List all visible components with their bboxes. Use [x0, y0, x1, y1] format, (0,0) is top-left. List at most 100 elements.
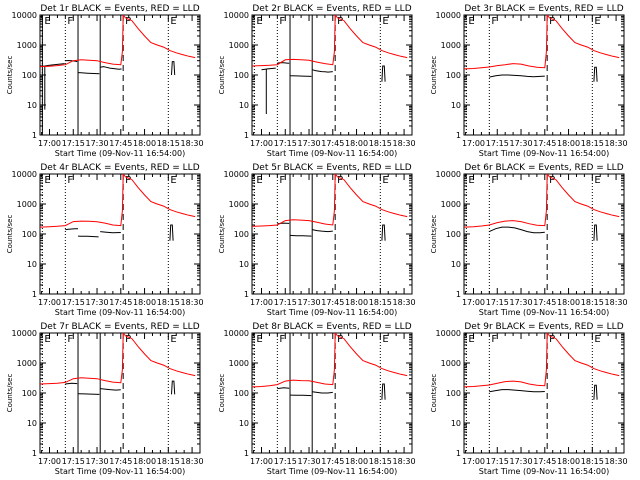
marker-label: P	[337, 16, 343, 27]
y-tick-label: 1	[244, 290, 249, 299]
panel-title: Det 2r BLACK = Events, RED = LLD	[252, 4, 411, 14]
x-tick-label: 18:00	[557, 139, 580, 148]
panel-title: Det 1r BLACK = Events, RED = LLD	[40, 4, 199, 14]
events-series-line	[65, 228, 78, 231]
detector-panel: Det 3r BLACK = Events, RED = LLD 1 10 100 10…	[430, 4, 628, 158]
marker-label: P	[549, 175, 555, 186]
detector-panel: Det 9r BLACK = Events, RED = LLD 1 10 100 10…	[430, 322, 628, 476]
x-tick-label: 17:15	[62, 298, 85, 307]
y-axis-label: Counts/sec	[6, 215, 14, 254]
events-series-line	[169, 224, 174, 241]
events-series-line	[100, 388, 121, 391]
y-tick-label: 10	[451, 101, 461, 110]
x-tick-label: 18:30	[393, 139, 416, 148]
x-axis-label: Start Time (09-Nov-11 16:54:00)	[267, 149, 397, 158]
y-tick-label: 10000	[436, 170, 461, 179]
events-series-line	[489, 226, 545, 234]
marker-label: E	[256, 16, 262, 27]
y-tick-label: 1	[456, 449, 461, 458]
x-tick-label: 18:15	[581, 298, 604, 307]
marker-label: F	[67, 16, 73, 27]
x-tick-label: 17:45	[533, 298, 556, 307]
x-tick-label: 18:15	[157, 298, 180, 307]
plot-frame	[463, 332, 625, 454]
y-tick-label: 10000	[224, 170, 249, 179]
lld-series-line	[252, 333, 408, 388]
x-axis-label: Start Time (09-Nov-11 16:54:00)	[55, 308, 185, 317]
y-tick-label: 1	[456, 131, 461, 140]
data-layer	[252, 174, 408, 241]
y-tick-label: 100	[22, 230, 37, 239]
x-tick-label: 17:15	[274, 298, 297, 307]
x-tick-label: 17:00	[462, 298, 485, 307]
x-tick-label: 17:00	[250, 298, 273, 307]
x-tick-label: 17:30	[509, 298, 532, 307]
panel-title: Det 5r BLACK = Events, RED = LLD	[252, 163, 411, 173]
data-layer	[40, 15, 196, 110]
y-tick-label: 100	[234, 230, 249, 239]
detector-panel: Det 8r BLACK = Events, RED = LLD 1 10 100 10…	[218, 322, 416, 476]
data-layer	[40, 333, 196, 395]
y-tick-label: 100	[234, 389, 249, 398]
x-tick-label: 17:00	[250, 139, 273, 148]
y-tick-label: 10	[451, 419, 461, 428]
y-axis-label: Counts/sec	[430, 374, 438, 413]
marker-label: E	[170, 175, 176, 186]
y-tick-label: 10000	[12, 11, 37, 20]
y-tick-label: 10	[27, 419, 37, 428]
marker-label: E	[256, 175, 262, 186]
events-series-line	[312, 391, 333, 394]
data-layer	[464, 15, 620, 82]
marker-label: F	[491, 175, 497, 186]
events-series-line	[65, 382, 78, 385]
events-series-line	[289, 394, 312, 397]
events-series-line	[289, 75, 312, 77]
detector-panel: Det 7r BLACK = Events, RED = LLD 1 10 100 10…	[6, 322, 204, 476]
x-tick-label: 18:00	[557, 457, 580, 466]
y-tick-label: 10	[451, 260, 461, 269]
x-tick-label: 18:00	[345, 457, 368, 466]
panel-title: Det 9r BLACK = Events, RED = LLD	[464, 322, 623, 332]
y-tick-label: 1	[244, 131, 249, 140]
y-axis-label: Counts/sec	[6, 374, 14, 413]
events-series-line	[65, 59, 78, 63]
y-tick-label: 1000	[17, 200, 37, 209]
detector-panel: Det 6r BLACK = Events, RED = LLD 1 10 100 10…	[430, 163, 628, 317]
events-series-line	[171, 61, 176, 76]
y-tick-label: 10	[239, 101, 249, 110]
plot-frame	[251, 14, 413, 136]
lld-series-line	[464, 333, 620, 388]
events-series-line	[100, 66, 122, 70]
y-tick-label: 1	[244, 449, 249, 458]
y-tick-label: 10	[239, 260, 249, 269]
marker-label: E	[594, 334, 600, 345]
data-layer	[252, 333, 408, 400]
x-tick-label: 18:30	[181, 457, 204, 466]
marker-label: E	[170, 334, 176, 345]
detector-panel: Det 2r BLACK = Events, RED = LLD 1 10 100 10…	[218, 4, 416, 158]
x-tick-label: 17:45	[533, 139, 556, 148]
marker-label: F	[279, 175, 285, 186]
lld-series-line	[464, 15, 620, 70]
events-series-line	[489, 389, 545, 393]
x-axis-label: Start Time (09-Nov-11 16:54:00)	[267, 467, 397, 476]
y-tick-label: 1	[456, 290, 461, 299]
marker-label: P	[337, 175, 343, 186]
events-series-line	[77, 72, 100, 75]
events-series-line	[489, 74, 545, 78]
x-tick-label: 17:45	[321, 298, 344, 307]
y-axis-label: Counts/sec	[430, 56, 438, 95]
marker-label: E	[594, 175, 600, 186]
x-tick-label: 18:00	[133, 139, 156, 148]
events-series-line	[593, 224, 598, 241]
data-layer	[40, 174, 196, 241]
marker-label: E	[468, 175, 474, 186]
events-series-line	[171, 380, 176, 395]
plot-frame	[39, 332, 201, 454]
marker-label: E	[382, 334, 388, 345]
x-axis-label: Start Time (09-Nov-11 16:54:00)	[55, 467, 185, 476]
marker-label: E	[44, 16, 50, 27]
marker-label: F	[279, 334, 285, 345]
events-series-line	[289, 234, 312, 237]
